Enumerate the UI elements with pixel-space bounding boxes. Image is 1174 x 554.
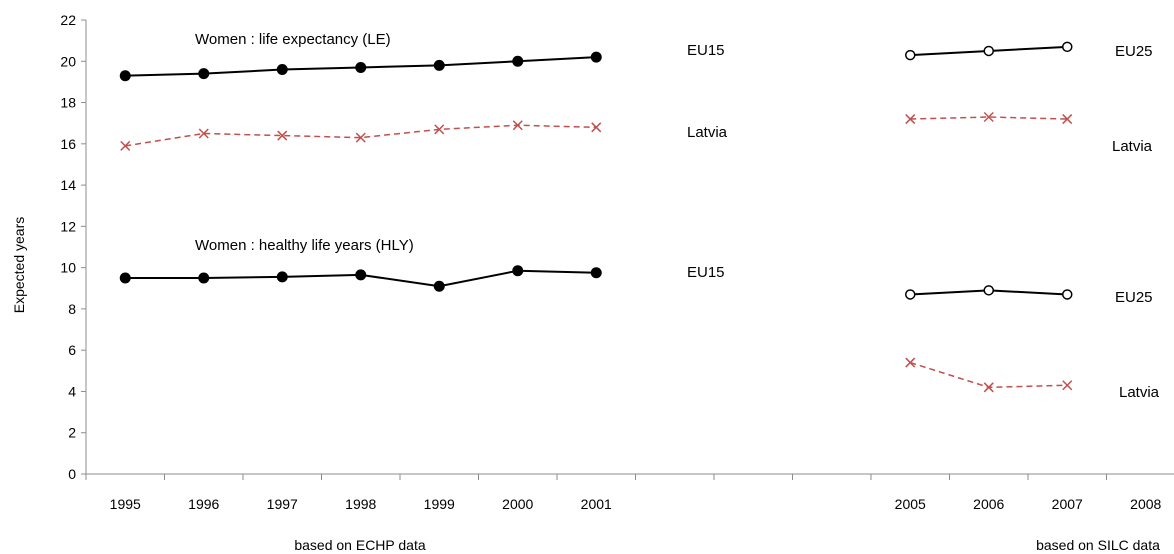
x-tick-label: 2006: [973, 496, 1004, 512]
series-label-latvia-le-silc: Latvia: [1112, 138, 1153, 155]
data-point: [512, 120, 523, 131]
data-point: [591, 122, 602, 133]
data-point: [355, 132, 366, 143]
data-point: [512, 55, 524, 67]
label-layer: Expected years Women : life expectancy (…: [11, 31, 1160, 553]
series-latvia-le: [120, 120, 602, 151]
data-point: [983, 382, 994, 393]
x-tick-label: 2001: [581, 496, 612, 512]
y-axis-label: Expected years: [11, 217, 27, 314]
x-tick-label: 1996: [188, 496, 219, 512]
series-eu25-le: [905, 41, 1073, 61]
y-tick-label: 10: [60, 260, 76, 276]
data-point: [119, 272, 131, 284]
series-eu25-hly: [905, 285, 1073, 300]
x-tick-label: 2005: [895, 496, 926, 512]
le-title: Women : life expectancy (LE): [195, 31, 391, 48]
data-point: [590, 267, 602, 279]
data-point: [983, 45, 994, 57]
y-tick-label: 4: [68, 383, 76, 399]
data-point: [590, 51, 602, 63]
x-tick-label: 1997: [267, 496, 298, 512]
y-tick-label: 14: [60, 177, 76, 193]
series-line: [910, 116, 1068, 120]
data-point: [983, 285, 994, 296]
x-tick-label: 2000: [502, 496, 533, 512]
series-latvia-hly: [905, 357, 1073, 393]
y-tick-label: 8: [68, 301, 76, 317]
data-point: [433, 280, 445, 292]
series-label-eu15-le: EU15: [687, 42, 725, 59]
series-line: [910, 361, 1068, 389]
data-point: [277, 130, 288, 141]
data-point: [1062, 41, 1073, 53]
y-tick-label: 20: [60, 53, 76, 69]
data-point: [198, 272, 210, 284]
x-tick-label: 2007: [1052, 496, 1083, 512]
series-eu15-le: [119, 51, 602, 82]
data-point: [198, 68, 210, 80]
data-point: [198, 128, 209, 139]
series-label-eu25-le: EU25: [1115, 43, 1153, 60]
data-point: [905, 357, 916, 368]
hly-title: Women : healthy life years (HLY): [195, 237, 414, 254]
series-line: [125, 124, 597, 147]
series-layer: [119, 41, 1073, 393]
data-point: [355, 269, 367, 281]
y-tick-label: 12: [60, 218, 76, 234]
y-tick-label: 18: [60, 95, 76, 111]
data-point: [276, 271, 288, 283]
data-point: [434, 124, 445, 135]
silc-note: based on SILC data: [1036, 537, 1160, 553]
data-point: [120, 140, 131, 151]
y-tick-label: 2: [68, 425, 76, 441]
series-label-latvia-hly: Latvia: [1119, 384, 1160, 401]
y-tick-label: 22: [60, 12, 76, 28]
x-tick-label: 1995: [110, 496, 141, 512]
series-eu15-hly: [119, 265, 602, 292]
series-label-eu15-hly: EU15: [687, 264, 725, 281]
data-point: [276, 64, 288, 76]
y-tick-label: 6: [68, 342, 76, 358]
data-point: [119, 70, 131, 82]
series-latvia-le: [905, 111, 1073, 125]
data-point: [905, 114, 916, 125]
data-point: [355, 61, 367, 73]
y-tick-label: 16: [60, 136, 76, 152]
data-point: [1062, 289, 1073, 300]
data-point: [905, 49, 916, 61]
data-point: [1062, 114, 1073, 125]
echp-note: based on ECHP data: [294, 537, 425, 553]
series-label-eu25-hly: EU25: [1115, 289, 1153, 306]
y-tick-label: 0: [68, 466, 76, 482]
series-label-latvia-le-echp: Latvia: [687, 124, 728, 141]
data-point: [512, 265, 524, 277]
axes: 0 2 4 6 8 10 12 14 16 18 20 22 1995 1996 1997 1998 1999 2…: [60, 12, 1174, 512]
x-tick-label: 1998: [345, 496, 376, 512]
data-point: [905, 289, 916, 300]
data-point: [433, 59, 445, 71]
x-tick-label: 1999: [424, 496, 455, 512]
data-point: [1062, 380, 1073, 391]
x-tick-label: 2008: [1130, 496, 1161, 512]
data-point: [983, 111, 994, 123]
